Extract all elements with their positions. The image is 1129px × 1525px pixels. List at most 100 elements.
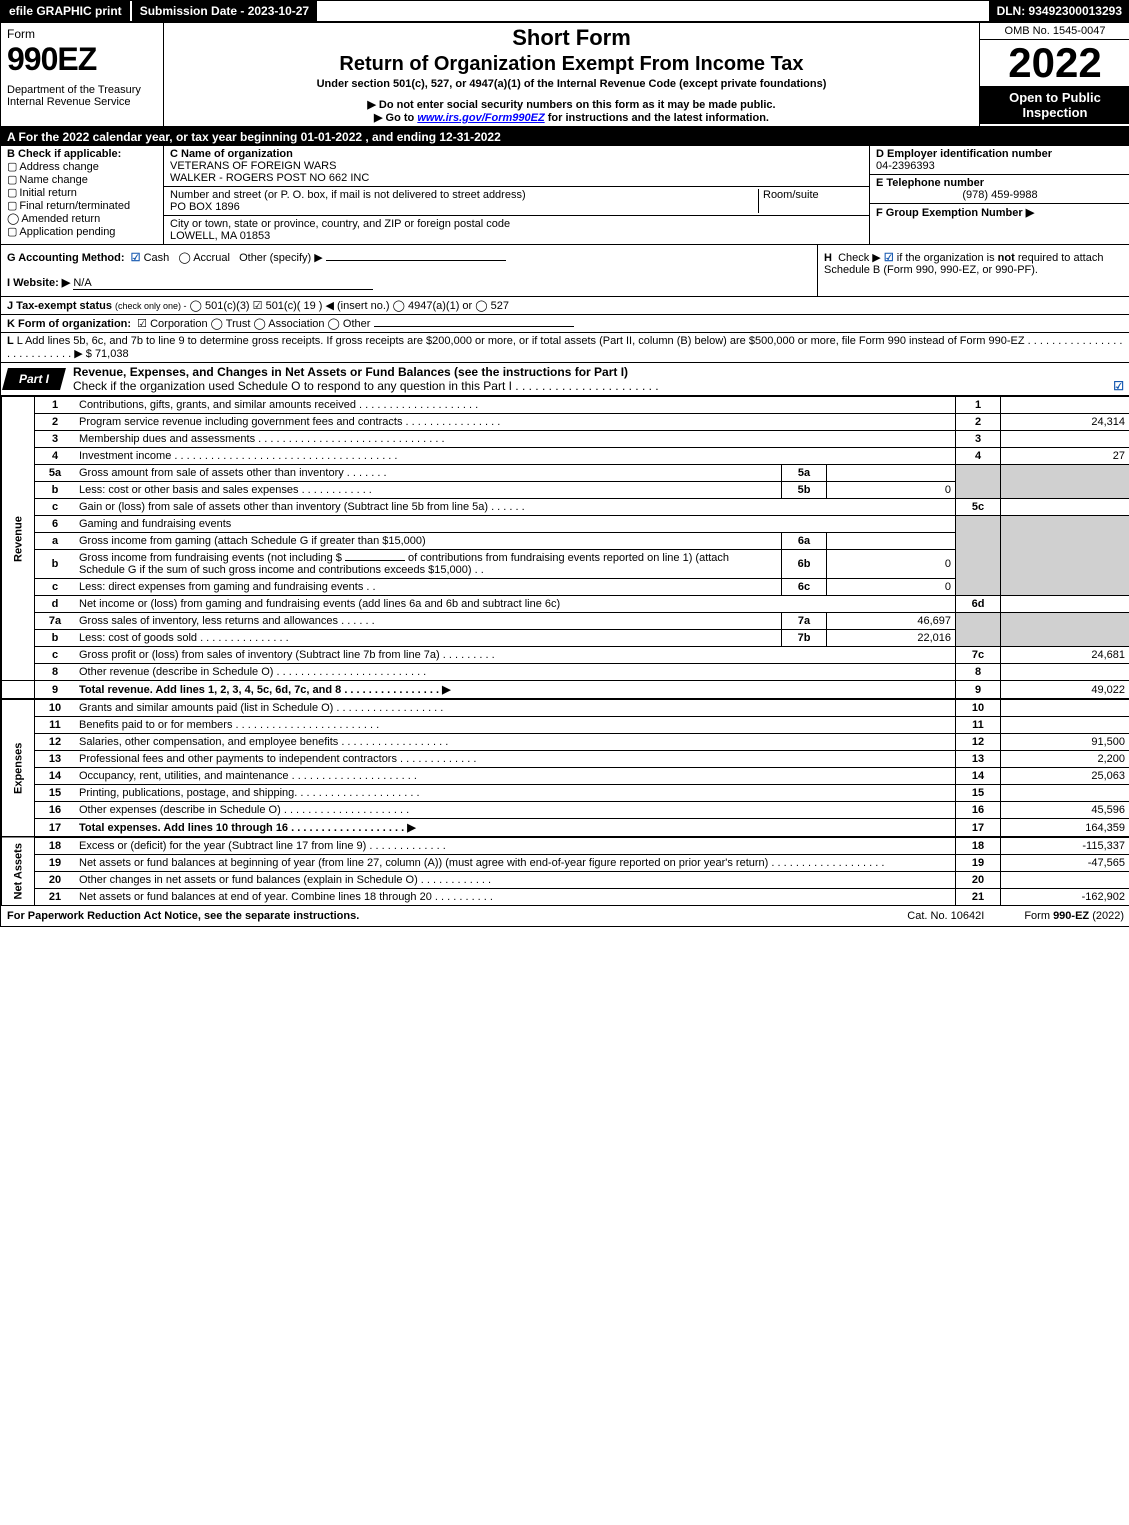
- part-1-tag: Part I: [19, 372, 49, 386]
- line-19-ref: 19: [956, 855, 1001, 872]
- line-7a-subval: 46,697: [827, 613, 956, 630]
- line-6a-num: a: [35, 533, 76, 550]
- line-21-desc: Net assets or fund balances at end of ye…: [75, 889, 956, 906]
- room-suite-label: Room/suite: [763, 189, 819, 201]
- line-13-val: 2,200: [1001, 751, 1129, 768]
- group-exemption-label: F Group Exemption Number ▶: [876, 207, 1034, 219]
- table-row: Revenue 1 Contributions, gifts, grants, …: [2, 397, 1129, 414]
- line-5c-val: [1001, 499, 1129, 516]
- group-exemption-cell: F Group Exemption Number ▶: [870, 204, 1129, 221]
- other-specify-label[interactable]: Other (specify) ▶: [239, 252, 323, 264]
- line-6b-amount-input[interactable]: [345, 560, 405, 561]
- line-21-ref: 21: [956, 889, 1001, 906]
- line-20-desc: Other changes in net assets or fund bala…: [75, 872, 956, 889]
- cash-label[interactable]: Cash: [144, 252, 170, 264]
- table-row: 9 Total revenue. Add lines 1, 2, 3, 4, 5…: [2, 681, 1129, 700]
- chk-final-return[interactable]: ▢Final return/terminated: [7, 199, 157, 212]
- line-16-ref: 16: [956, 802, 1001, 819]
- chk-address-change[interactable]: ▢Address change: [7, 160, 157, 173]
- form-page: efile GRAPHIC print Submission Date - 20…: [0, 0, 1129, 927]
- address-value: PO BOX 1896: [170, 201, 240, 213]
- line-9-desc: Total revenue. Add lines 1, 2, 3, 4, 5c,…: [75, 681, 956, 700]
- line-16-val: 45,596: [1001, 802, 1129, 819]
- line-1-num: 1: [35, 397, 76, 414]
- city-label: City or town, state or province, country…: [170, 218, 510, 230]
- line-19-desc: Net assets or fund balances at beginning…: [75, 855, 956, 872]
- line-12-desc: Salaries, other compensation, and employ…: [75, 734, 956, 751]
- other-specify-input[interactable]: [326, 260, 506, 261]
- line-8-val: [1001, 664, 1129, 681]
- form-of-org-label: K Form of organization:: [7, 318, 131, 330]
- line-14-ref: 14: [956, 768, 1001, 785]
- tax-year: 2022: [980, 40, 1129, 86]
- tax-exempt-options[interactable]: ◯ 501(c)(3) ☑ 501(c)( 19 ) ◀ (insert no.…: [190, 300, 509, 312]
- line-6b-num: b: [35, 550, 76, 579]
- line-8-ref: 8: [956, 664, 1001, 681]
- line-16-desc: Other expenses (describe in Schedule O) …: [75, 802, 956, 819]
- chk-name-change[interactable]: ▢Name change: [7, 173, 157, 186]
- other-org-input[interactable]: [374, 326, 574, 327]
- line-3-ref: 3: [956, 431, 1001, 448]
- line-13-num: 13: [35, 751, 76, 768]
- address-label: Number and street (or P. O. box, if mail…: [170, 189, 526, 201]
- chk-schedule-b-icon[interactable]: ☑: [884, 252, 894, 264]
- line-19-val: -47,565: [1001, 855, 1129, 872]
- line-6-num: 6: [35, 516, 76, 533]
- part-1-sub: Check if the organization used Schedule …: [73, 379, 659, 393]
- line-5a-desc: Gross amount from sale of assets other t…: [75, 465, 782, 482]
- accrual-label[interactable]: Accrual: [193, 252, 230, 264]
- table-row: 15 Printing, publications, postage, and …: [2, 785, 1129, 802]
- line-14-num: 14: [35, 768, 76, 785]
- grey-block-5: [956, 465, 1001, 499]
- row-l-gross-receipts: L L Add lines 5b, 6c, and 7b to line 9 t…: [1, 333, 1129, 363]
- form-subtitle: Under section 501(c), 527, or 4947(a)(1)…: [170, 78, 973, 90]
- table-row: 3 Membership dues and assessments . . . …: [2, 431, 1129, 448]
- chk-amended-return[interactable]: ◯Amended return: [7, 212, 157, 225]
- line-9-num: 9: [35, 681, 76, 700]
- form-header: Form 990EZ Department of the Treasury In…: [1, 23, 1129, 128]
- line-2-desc: Program service revenue including govern…: [75, 414, 956, 431]
- efile-print-button[interactable]: efile GRAPHIC print: [1, 1, 132, 21]
- header-right: OMB No. 1545-0047 2022 Open to Public In…: [979, 23, 1129, 126]
- footer-form-bold: 990-EZ: [1053, 910, 1089, 922]
- chk-initial-return[interactable]: ▢Initial return: [7, 186, 157, 199]
- line-10-val: [1001, 699, 1129, 717]
- line-5b-subref: 5b: [782, 482, 827, 499]
- table-row: 21 Net assets or fund balances at end of…: [2, 889, 1129, 906]
- line-7c-ref: 7c: [956, 647, 1001, 664]
- table-row: Expenses 10 Grants and similar amounts p…: [2, 699, 1129, 717]
- line-7c-val: 24,681: [1001, 647, 1129, 664]
- table-row: 19 Net assets or fund balances at beginn…: [2, 855, 1129, 872]
- line-18-ref: 18: [956, 837, 1001, 855]
- table-row: 13 Professional fees and other payments …: [2, 751, 1129, 768]
- footer-form-pre: Form: [1024, 910, 1053, 922]
- part-1-check-icon[interactable]: ☑: [1113, 379, 1124, 393]
- line-5c-ref: 5c: [956, 499, 1001, 516]
- line-3-val: [1001, 431, 1129, 448]
- line-9-val: 49,022: [1001, 681, 1129, 700]
- part-1-title: Revenue, Expenses, and Changes in Net As…: [67, 363, 1129, 395]
- line-11-ref: 11: [956, 717, 1001, 734]
- line-7b-desc: Less: cost of goods sold . . . . . . . .…: [75, 630, 782, 647]
- identification-block: B Check if applicable: ▢Address change ▢…: [1, 146, 1129, 245]
- line-15-val: [1001, 785, 1129, 802]
- short-form-title: Short Form: [170, 25, 973, 51]
- submission-date-button[interactable]: Submission Date - 2023-10-27: [132, 1, 319, 21]
- line-7c-desc: Gross profit or (loss) from sales of inv…: [75, 647, 956, 664]
- irs-link[interactable]: www.irs.gov/Form990EZ: [417, 112, 544, 124]
- line-1-desc: Contributions, gifts, grants, and simila…: [75, 397, 956, 414]
- row-a-tax-year: A For the 2022 calendar year, or tax yea…: [1, 128, 1129, 146]
- chk-application-pending[interactable]: ▢Application pending: [7, 225, 157, 238]
- line-10-num: 10: [35, 699, 76, 717]
- line-5c-num: c: [35, 499, 76, 516]
- form-number: 990EZ: [7, 41, 157, 78]
- ein-cell: D Employer identification number 04-2396…: [870, 146, 1129, 175]
- grey-block-5v: [1001, 465, 1129, 499]
- row-h-schedule-b: H Check ▶ ☑ if the organization is not r…: [817, 245, 1129, 296]
- line-5c-desc: Gain or (loss) from sale of assets other…: [75, 499, 956, 516]
- chk-cash-icon: ☑: [131, 252, 141, 264]
- line-21-val: -162,902: [1001, 889, 1129, 906]
- line-4-desc: Investment income . . . . . . . . . . . …: [75, 448, 956, 465]
- table-row: 2 Program service revenue including gove…: [2, 414, 1129, 431]
- form-of-org-options[interactable]: ☑ Corporation ◯ Trust ◯ Association ◯ Ot…: [137, 318, 370, 330]
